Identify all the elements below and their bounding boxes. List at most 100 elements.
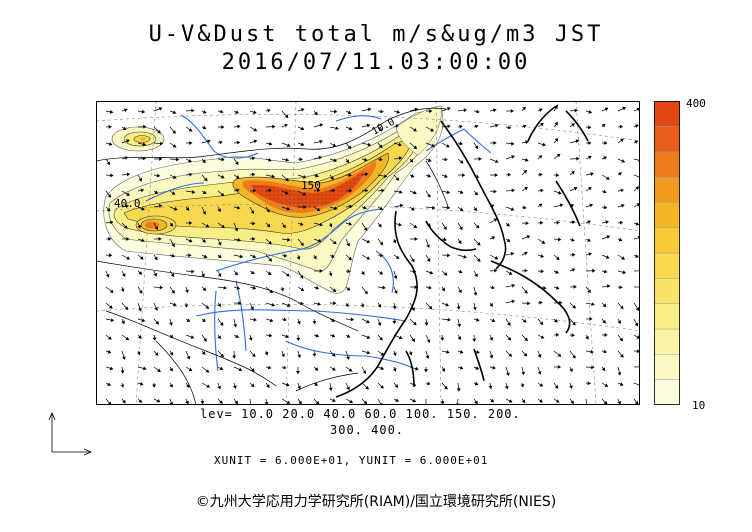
wind-arrow-head (300, 108, 305, 112)
wind-arrow-head (380, 253, 384, 258)
wind-arrow-head (426, 381, 431, 386)
wind-arrow-head (266, 384, 270, 388)
wind-arrow-head (110, 318, 115, 322)
wind-arrow-head (587, 220, 592, 224)
wind-arrow-head (617, 400, 621, 405)
wind-arrow-head (601, 367, 606, 372)
wind-arrow-head (285, 177, 289, 182)
wind-arrow-head (489, 355, 494, 359)
wind-arrow-head (189, 172, 193, 177)
wind-vectors (105, 105, 640, 405)
wind-arrow-head (394, 384, 399, 388)
wind-arrow-head (120, 288, 125, 293)
wind-arrow-head (284, 114, 289, 119)
wind-arrow-head (382, 285, 386, 290)
wind-arrow-head (362, 370, 366, 375)
wind-arrow-head (328, 387, 333, 392)
wind-arrow-head (317, 238, 322, 243)
wind-arrow-head (542, 142, 546, 147)
wind-arrow-head (476, 242, 481, 246)
wind-arrow-head (604, 333, 608, 337)
colorbar-cell (654, 176, 680, 203)
wind-arrow-head (408, 351, 413, 356)
wind-arrow-head (188, 128, 193, 132)
wind-arrow-head (250, 368, 255, 372)
wind-arrow-head (364, 157, 368, 162)
wind-arrow-head (605, 255, 610, 259)
wind-arrow-head (540, 254, 545, 258)
wind-arrow-head (142, 142, 147, 147)
wind-arrow-head (302, 174, 307, 179)
wind-arrow-head (636, 107, 640, 112)
colorbar-max-label: 400 (686, 97, 706, 110)
wind-arrow-head (573, 187, 578, 191)
wind-arrow-head (524, 158, 529, 162)
wind-arrow-head (511, 283, 516, 288)
wind-arrow-head (347, 145, 352, 150)
wind-arrow-head (252, 236, 256, 241)
wind-arrow-head (106, 161, 110, 166)
wind-arrow-head (236, 205, 241, 210)
wind-arrow-head (250, 383, 255, 388)
wind-arrow-head (158, 237, 162, 241)
wind-arrow-head (360, 304, 365, 308)
wind-arrow-head (169, 351, 174, 356)
dust-wind-map: 40.0 150 10.0 (96, 101, 640, 405)
wind-arrow-head (538, 108, 543, 112)
wind-arrow-head (188, 367, 193, 372)
wind-arrow-head (348, 221, 353, 226)
wind-arrow-head (441, 287, 445, 292)
wind-arrow-head (159, 285, 164, 290)
wind-arrow-head (349, 188, 353, 193)
wind-arrow-head (620, 305, 624, 310)
wind-arrow-head (331, 353, 336, 357)
wind-arrow-head (619, 220, 624, 225)
wind-arrow-head (157, 368, 161, 373)
colorbar-cell (654, 379, 680, 405)
wind-arrow-head (587, 289, 591, 293)
wind-arrow-head (219, 400, 223, 404)
wind-arrow-head (169, 322, 173, 326)
wind-arrow-head (280, 288, 285, 292)
wind-arrow-head (281, 353, 285, 358)
wind-arrow-head (492, 108, 497, 113)
wind-arrow-head (138, 271, 143, 275)
borders (96, 107, 449, 405)
wind-arrow-head (239, 254, 244, 259)
wind-arrow-head (121, 273, 126, 277)
wind-arrow-head (120, 384, 125, 388)
wind-arrow-head (171, 243, 175, 248)
wind-arrow-head (510, 109, 514, 113)
wind-arrow-head (122, 399, 126, 404)
wind-arrow-head (267, 271, 272, 276)
wind-arrow-head (202, 287, 207, 291)
wind-arrow-head (459, 207, 464, 212)
wind-arrow-head (395, 255, 400, 259)
wind-arrow-head (431, 205, 436, 210)
wind-arrow-head (474, 400, 478, 405)
wind-arrow-head (572, 354, 576, 359)
wind-arrow-head (237, 237, 241, 242)
wind-arrow-head (506, 223, 510, 227)
wind-arrow-head (378, 144, 383, 149)
wind-arrow-head (269, 318, 274, 323)
wind-arrow-head (540, 220, 544, 225)
wind-arrow-head (189, 141, 193, 145)
wind-arrow-head (124, 306, 129, 311)
wind-arrow-head (364, 188, 369, 193)
wind-arrow-head (524, 268, 528, 273)
wind-arrow-head (126, 192, 130, 196)
wind-arrow-head (540, 188, 544, 193)
wind-arrow-head (521, 399, 526, 404)
wind-arrow-head (238, 301, 242, 306)
wind-arrow-head (524, 337, 528, 342)
wind-arrow-head (251, 353, 256, 358)
wind-arrow-head (413, 321, 417, 326)
wind-arrow-head (524, 251, 528, 256)
wind-arrow-head (315, 285, 320, 290)
wind-arrow-head (559, 300, 563, 305)
wind-arrow-head (413, 190, 417, 195)
wind-arrow-head (411, 307, 415, 311)
wind-arrow-head (139, 289, 143, 294)
wind-arrow-head (107, 382, 111, 386)
